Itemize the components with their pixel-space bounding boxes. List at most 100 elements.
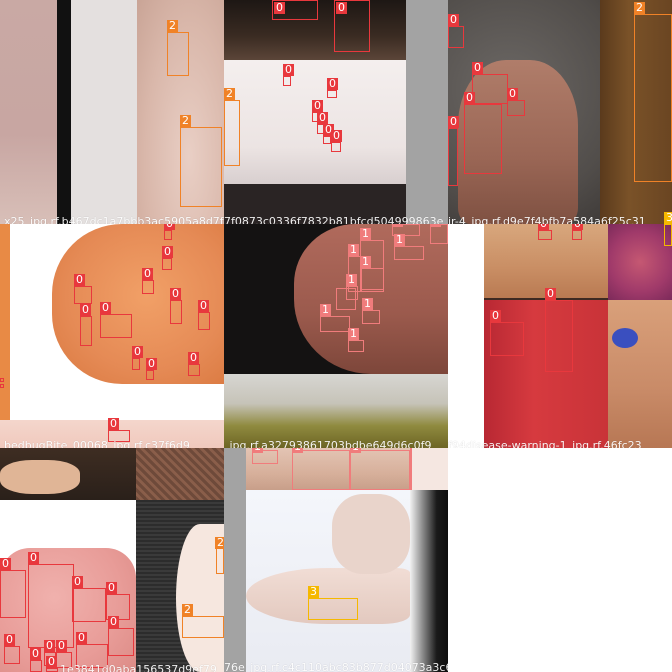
label-box: 0 — [327, 78, 338, 98]
label-box: 0 — [472, 62, 508, 104]
pale-panel — [71, 0, 137, 224]
hand-silhouette — [332, 494, 410, 574]
class-tag: 0 — [0, 557, 11, 570]
label-box: 0 — [76, 632, 108, 668]
hand-photo — [608, 300, 672, 448]
toe-shape — [0, 460, 80, 494]
tile-filename: x25_jpg.rf.b467dc1a7bbb3ac5905a8d7f0887d — [4, 216, 224, 224]
label-box: 2 — [634, 2, 672, 182]
class-tag: 0 — [72, 575, 83, 588]
mosaic-tile-4: 0 0 0 0 0 0 0 0 0 0 0 0 0 0 bedbugBite_0… — [0, 224, 224, 448]
spotted-skin-photo — [0, 548, 136, 672]
class-tag: 1 — [360, 227, 371, 240]
label-box: 1 — [430, 224, 448, 244]
label-box: 3 — [308, 586, 358, 620]
label-box: 0 — [283, 64, 294, 86]
class-tag: 0 — [507, 87, 518, 100]
brown-skin-photo — [600, 0, 672, 224]
purple-rash-photo — [608, 224, 672, 300]
label-box: 0 — [72, 576, 106, 622]
label-box: 0 — [272, 0, 318, 20]
white-band — [0, 500, 136, 504]
label-box: 0 — [164, 224, 175, 240]
label-box: 0 — [188, 352, 200, 376]
class-tag: 0 — [545, 287, 556, 300]
class-tag: 1 — [320, 303, 331, 316]
class-tag: 2 — [167, 19, 178, 32]
class-tag: 0 — [283, 63, 294, 76]
label-box: 1 — [392, 224, 420, 236]
class-tag: 0 — [146, 357, 157, 370]
tile-filename: ir-4_jpg.rf.d9e7f4bfb7a584a6f25c31 — [448, 216, 646, 224]
class-tag: 0 — [30, 647, 41, 660]
label-box: 0 — [448, 14, 464, 48]
label-box: 1 — [350, 448, 410, 490]
label-box: 0 — [448, 116, 459, 186]
label-box: 2 — [182, 604, 224, 638]
class-tag: 0 — [188, 351, 199, 364]
class-tag: 0 — [74, 273, 85, 286]
gray-margin — [224, 448, 246, 672]
shadow-band — [224, 184, 406, 224]
class-tag: 1 — [292, 448, 303, 453]
label-box: 0 — [538, 224, 552, 240]
label-box: 0 — [142, 268, 154, 294]
class-tag: 0 — [142, 267, 153, 280]
hand-shape — [458, 60, 578, 224]
class-tag: 0 — [170, 287, 181, 300]
class-tag: 0 — [46, 655, 57, 668]
class-tag: 1 — [392, 224, 403, 227]
tile-filename: 7f0873c0336f7832b81bfcd504999863e — [224, 216, 444, 224]
label-box: 0 — [323, 124, 334, 144]
tile-filename: 76e_jpg.rf.c4c110abc83b877d04073a3c6877d — [224, 662, 448, 672]
label-box: 0 — [0, 378, 4, 382]
class-tag: 1 — [346, 273, 357, 286]
class-tag: 0 — [448, 115, 459, 128]
label-box: 0 — [4, 634, 20, 664]
class-tag: 0 — [317, 111, 328, 124]
class-tag: 0 — [327, 77, 338, 90]
label-box: 1 — [410, 448, 412, 490]
label-box: 0 — [30, 648, 42, 672]
label-box: 0 — [132, 346, 143, 370]
class-tag: 0 — [108, 615, 119, 628]
class-tag: 0 — [76, 631, 87, 644]
skin-photo-left — [0, 0, 58, 224]
carpet-photo — [136, 448, 224, 500]
class-tag: 0 — [572, 224, 583, 230]
class-tag: 2 — [182, 603, 193, 616]
class-tag: 0 — [108, 417, 119, 430]
label-box: 0 — [0, 558, 26, 618]
class-tag: 0 — [538, 224, 549, 230]
label-box: 0 — [46, 656, 58, 672]
class-tag: 1 — [394, 233, 405, 246]
photo-edge — [410, 448, 448, 490]
dark-background-right — [410, 490, 448, 672]
label-box: 0 — [464, 92, 502, 174]
class-tag: 0 — [56, 639, 67, 652]
dark-stripe — [57, 0, 71, 224]
label-box: 0 — [108, 616, 134, 656]
floor-photo — [224, 374, 448, 448]
mosaic-tile-5: 1 1 1 1 1 1 1 1 1 1 1 _jpg.rf.a327938617… — [224, 224, 448, 448]
orange-edge — [0, 224, 10, 424]
label-box: 2 — [215, 537, 224, 574]
label-box: 1 — [320, 304, 350, 332]
class-tag: 3 — [664, 212, 672, 224]
tile-filename: 1e3841d0aba156537d9ef79 — [60, 664, 217, 672]
arm-silhouette — [246, 568, 410, 624]
label-box: 2 — [180, 115, 222, 207]
label-box: 1 — [346, 274, 358, 300]
class-tag: 2 — [634, 1, 645, 14]
mosaic-tile-3: 0 0 0 0 0 2 3 ir-4_jpg.rf.d9e7f4bfb7a584… — [448, 0, 672, 224]
label-box: 0 — [545, 288, 573, 372]
class-tag: 0 — [44, 639, 55, 652]
class-tag: 1 — [430, 224, 441, 227]
red-arm-photo — [484, 300, 608, 448]
class-tag: 0 — [490, 309, 501, 322]
class-tag: 0 — [312, 99, 323, 112]
label-box: 0 — [28, 552, 74, 648]
label-box: 0 — [507, 88, 525, 116]
class-tag: 0 — [106, 581, 117, 594]
tile-filename: bedbugBite_00068_jpg.rf.c37f6d9 — [4, 440, 190, 448]
